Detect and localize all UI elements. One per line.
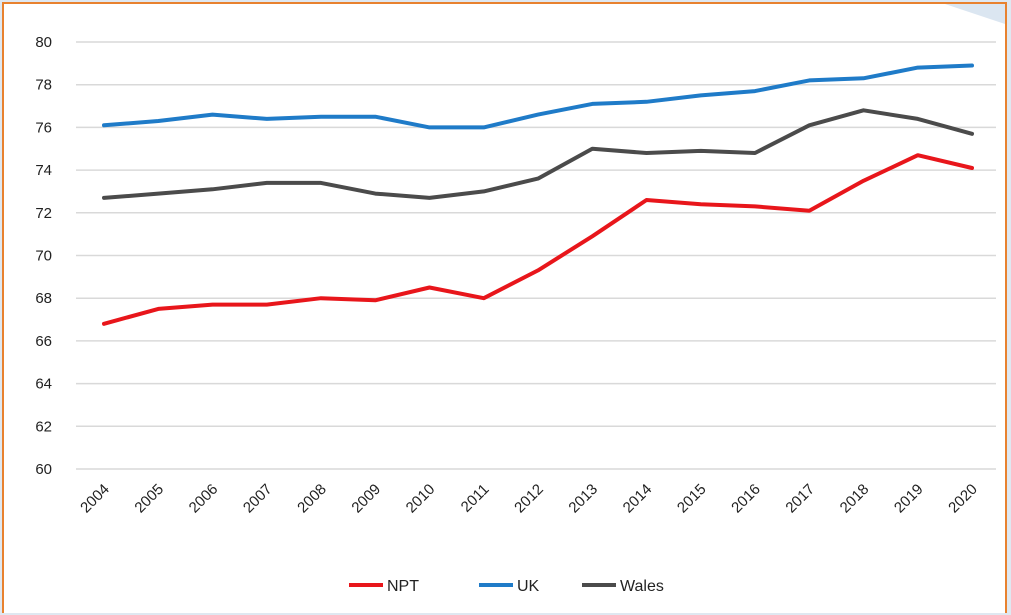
y-tick-label: 60 — [35, 461, 52, 478]
y-tick-label: 76 — [35, 119, 52, 136]
gridlines — [76, 41, 996, 470]
series-line-npt — [102, 153, 974, 326]
legend: NPT UK Wales — [349, 578, 664, 595]
x-tick-label: 2005 — [131, 481, 167, 517]
x-tick-label: 2018 — [837, 481, 873, 517]
corner-decoration — [945, 4, 1005, 24]
y-tick-label: 78 — [35, 77, 52, 94]
legend-label-npt: NPT — [387, 578, 419, 595]
x-axis-ticks: 2004 2005 2006 2007 2008 2009 2010 2011 2012 2013… — [77, 481, 981, 517]
x-tick-label: 2004 — [77, 481, 113, 517]
x-tick-label: 2009 — [348, 481, 384, 517]
y-tick-label: 72 — [35, 205, 52, 222]
y-tick-label: 64 — [35, 376, 52, 393]
series-line-wales — [102, 108, 974, 200]
x-tick-label: 2008 — [294, 481, 330, 517]
y-tick-label: 74 — [35, 162, 52, 179]
x-tick-label: 2015 — [674, 481, 710, 517]
series-line-uk — [102, 63, 974, 130]
y-axis-ticks: 60 62 64 66 68 70 72 74 76 78 80 — [35, 34, 52, 478]
x-tick-label: 2017 — [782, 481, 818, 517]
y-tick-label: 68 — [35, 290, 52, 307]
legend-label-wales: Wales — [620, 578, 664, 595]
series-lines — [102, 63, 974, 326]
x-tick-label: 2014 — [620, 481, 656, 517]
x-tick-label: 2020 — [945, 481, 981, 517]
y-tick-label: 62 — [35, 418, 52, 435]
y-tick-label: 80 — [35, 34, 52, 51]
legend-label-uk: UK — [517, 578, 540, 595]
x-tick-label: 2019 — [891, 481, 927, 517]
x-tick-label: 2012 — [511, 481, 547, 517]
y-tick-label: 66 — [35, 333, 52, 350]
y-tick-label: 70 — [35, 248, 52, 265]
x-tick-label: 2010 — [403, 481, 439, 517]
x-tick-label: 2013 — [565, 481, 601, 517]
x-tick-label: 2006 — [186, 481, 222, 517]
x-tick-label: 2007 — [240, 481, 276, 517]
x-tick-label: 2016 — [728, 481, 764, 517]
x-tick-label: 2011 — [458, 481, 493, 516]
